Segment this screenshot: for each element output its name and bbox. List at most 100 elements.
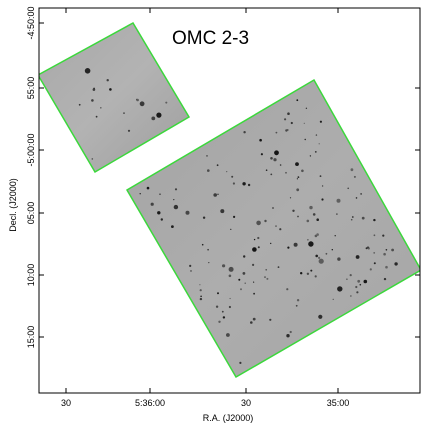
y-axis-ticks	[39, 22, 420, 338]
point-source	[229, 297, 231, 300]
point-source	[207, 248, 209, 251]
point-source	[228, 266, 234, 272]
point-source	[220, 209, 225, 214]
y-tick-label: 55:00	[26, 77, 36, 100]
point-source	[305, 107, 308, 110]
point-source	[307, 239, 309, 241]
large-field-image	[127, 80, 420, 377]
point-source	[250, 321, 253, 324]
x-tick-label: 5:36:00	[135, 398, 165, 408]
point-source	[303, 122, 305, 124]
point-source	[308, 241, 314, 247]
point-source	[247, 183, 251, 187]
point-source	[109, 88, 112, 91]
point-source	[373, 218, 376, 222]
y-axis-title: Decl. (J2000)	[8, 178, 18, 232]
figure-title: OMC 2-3	[172, 28, 249, 49]
point-source	[279, 228, 282, 231]
point-source	[274, 150, 279, 156]
y-tick-label: -4:50:00	[26, 6, 36, 39]
point-source	[265, 169, 268, 171]
point-source	[252, 247, 257, 252]
x-tick-label: 30	[61, 398, 71, 408]
point-source	[318, 256, 321, 259]
point-source	[78, 103, 81, 106]
point-source	[265, 269, 268, 271]
point-source	[309, 205, 313, 210]
point-source	[309, 155, 312, 157]
point-source	[382, 234, 385, 237]
point-source	[296, 99, 299, 102]
point-source	[292, 209, 295, 212]
point-source	[174, 188, 178, 191]
point-source	[300, 272, 303, 275]
point-source	[296, 188, 300, 192]
point-source	[332, 298, 334, 300]
point-source	[242, 182, 246, 186]
point-source	[337, 286, 343, 292]
x-tick-label: 35:00	[327, 398, 350, 408]
point-source	[279, 164, 282, 166]
point-source	[222, 316, 226, 319]
point-source	[290, 121, 293, 125]
point-source	[139, 101, 145, 107]
point-source	[95, 115, 98, 118]
point-source	[286, 288, 289, 291]
point-source	[355, 197, 358, 199]
point-source	[297, 176, 300, 179]
point-source	[355, 255, 360, 259]
point-source	[315, 134, 318, 136]
point-source	[356, 291, 359, 294]
point-source	[253, 281, 255, 283]
point-source	[226, 333, 230, 337]
point-source	[336, 213, 338, 215]
point-source	[91, 99, 94, 102]
point-source	[369, 268, 372, 271]
point-source	[257, 236, 260, 240]
point-source	[314, 275, 317, 278]
point-source	[264, 276, 266, 278]
point-source	[315, 254, 319, 258]
point-source	[157, 211, 161, 215]
point-source	[350, 295, 352, 297]
plot-frame	[38, 7, 421, 394]
point-source	[233, 215, 236, 218]
point-source	[269, 318, 272, 321]
x-axis-title: R.A. (J2000)	[203, 413, 254, 423]
point-source	[242, 272, 246, 275]
point-source	[287, 246, 290, 249]
point-source	[316, 218, 320, 221]
point-source	[200, 295, 202, 298]
point-source	[218, 320, 221, 323]
point-source	[357, 279, 361, 283]
point-source	[127, 129, 131, 132]
point-source	[232, 182, 235, 185]
point-source	[319, 175, 322, 178]
point-source	[217, 193, 219, 195]
point-source	[136, 98, 139, 102]
point-source	[321, 185, 324, 187]
point-source	[207, 169, 210, 172]
point-source	[296, 299, 300, 302]
point-source	[215, 305, 219, 308]
point-source	[270, 157, 273, 160]
point-source	[243, 255, 246, 258]
point-source	[92, 88, 96, 91]
point-source	[286, 129, 289, 131]
point-source	[297, 215, 299, 218]
large-field-outline	[125, 78, 420, 379]
point-source	[213, 193, 217, 197]
point-source	[310, 269, 313, 272]
point-source	[321, 198, 324, 201]
point-source	[185, 210, 190, 215]
point-source	[284, 118, 287, 121]
point-source	[353, 175, 356, 178]
point-source	[293, 242, 298, 247]
point-source	[383, 277, 387, 281]
point-source	[253, 292, 256, 295]
point-source	[173, 199, 175, 201]
point-source	[243, 131, 246, 134]
point-source	[360, 193, 362, 195]
point-source	[190, 270, 192, 272]
point-source	[334, 235, 336, 237]
